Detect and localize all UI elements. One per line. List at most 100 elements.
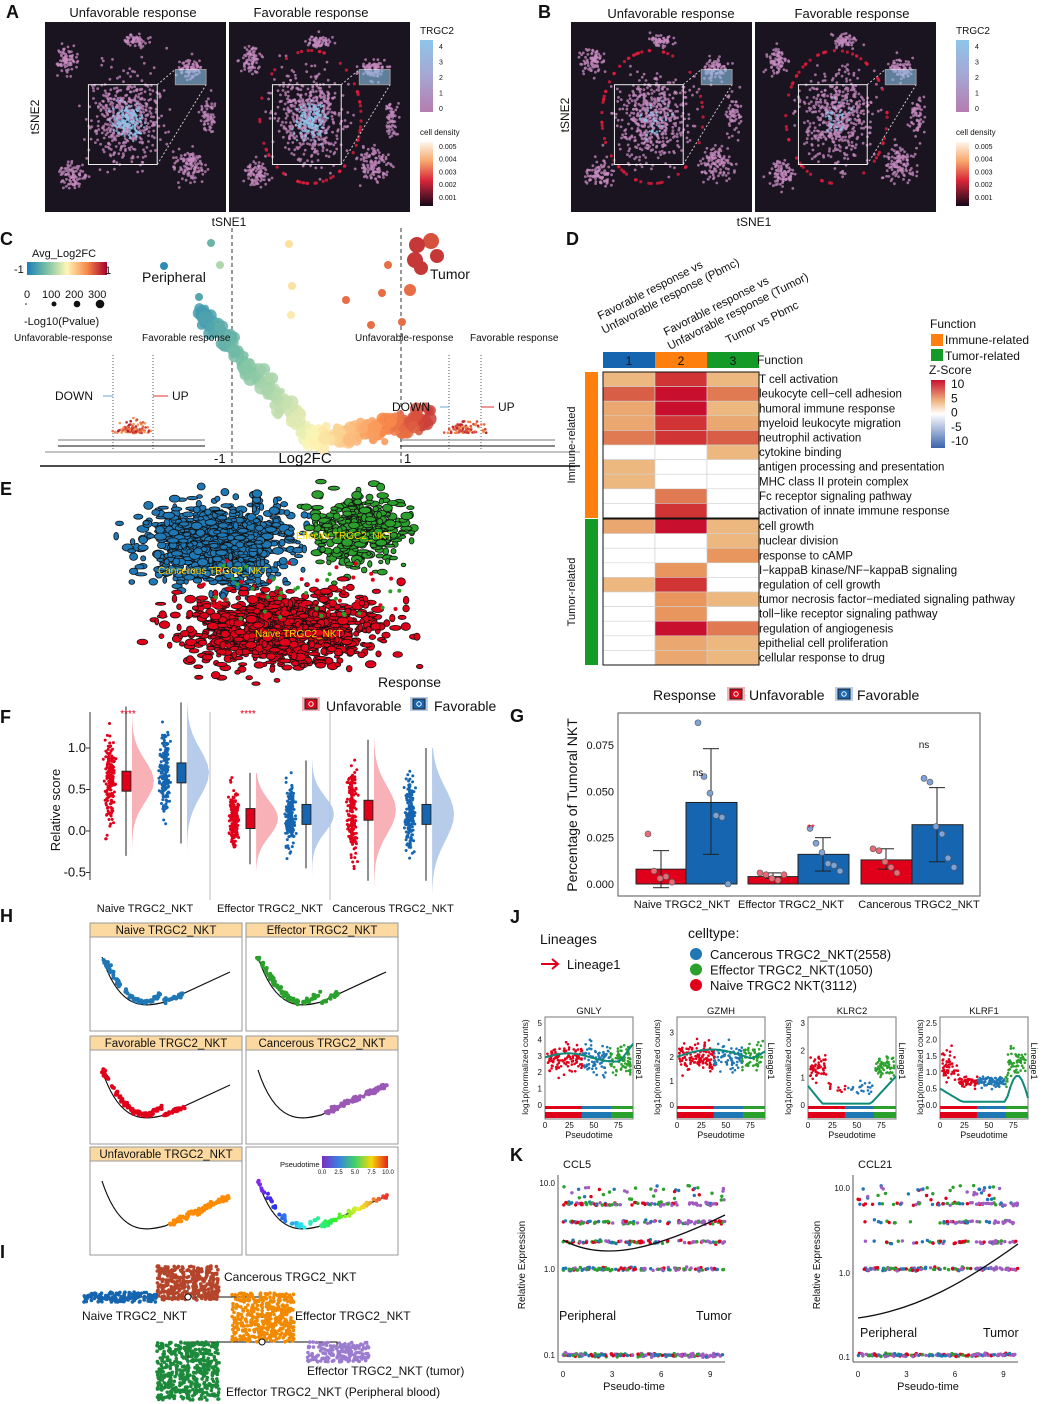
cell-point [100, 64, 103, 67]
cell-point [195, 155, 198, 158]
cell-point [117, 122, 119, 124]
cell-point [197, 167, 200, 170]
cell-point [314, 64, 317, 67]
cell-point [806, 129, 809, 132]
cell-point [309, 94, 312, 97]
cell-point [240, 70, 243, 73]
cell-point [144, 102, 147, 105]
cell-point [649, 130, 651, 132]
cell-point [129, 129, 131, 131]
cell-point [392, 166, 395, 169]
cell-point [887, 63, 890, 66]
cell-point [826, 124, 829, 127]
cell-point [251, 73, 254, 76]
cell-point [850, 134, 853, 137]
gene-point [275, 407, 282, 414]
density-legend-title: cell density [420, 128, 460, 137]
cell-point [832, 150, 835, 153]
cell-point [242, 180, 245, 183]
density-point [285, 57, 288, 60]
cell-point [852, 74, 855, 77]
cell-point [625, 112, 628, 115]
cell-point [639, 133, 642, 136]
cell-point [830, 155, 833, 158]
cell-point [139, 132, 141, 134]
cell-point [167, 131, 170, 134]
cell-point [725, 167, 728, 170]
cell-point [728, 94, 731, 97]
cell-point [172, 165, 175, 168]
cell-point [359, 184, 362, 187]
cell-point [387, 153, 390, 156]
cell-point [135, 130, 137, 132]
cell-point [286, 97, 289, 100]
cell-point [661, 119, 663, 121]
density-point [809, 173, 812, 176]
density-point [359, 110, 362, 113]
cell-point [869, 121, 872, 124]
cell-point [764, 69, 767, 72]
gene-tick: 0 [975, 106, 979, 113]
cell-point [201, 168, 204, 171]
cell-point [917, 123, 920, 126]
cell-point [208, 125, 211, 128]
cell-point [804, 102, 807, 105]
cell-point [318, 73, 321, 76]
cell-point [731, 163, 734, 166]
cell-point [113, 129, 115, 131]
cell-point [846, 102, 849, 105]
cell-point [845, 86, 848, 89]
cell-point [770, 66, 773, 69]
cell-point [923, 106, 926, 109]
cell-point [250, 54, 253, 57]
cell-point [862, 113, 865, 116]
cell-point [794, 173, 797, 176]
cell-point [902, 65, 905, 68]
density-point [851, 52, 854, 55]
cell-point [251, 168, 254, 171]
density-tick: 0.004 [439, 157, 457, 164]
cell-point [629, 73, 632, 76]
cell-point [595, 171, 598, 174]
cell-point [114, 121, 117, 124]
cell-point [101, 132, 104, 135]
cell-point [133, 120, 135, 122]
cell-point [636, 70, 639, 73]
cell-point [858, 93, 861, 96]
cell-point [715, 60, 718, 63]
cell-point [71, 68, 74, 71]
cell-point [637, 86, 640, 89]
cell-point [713, 64, 716, 67]
panel-letter-a: A [6, 2, 19, 22]
cell-point [319, 132, 321, 134]
cell-point [310, 91, 313, 94]
cell-point [366, 152, 369, 155]
cell-point [623, 104, 626, 107]
cell-point [346, 111, 349, 114]
cell-point [187, 65, 190, 68]
cell-point [203, 127, 206, 130]
cell-point [377, 149, 380, 152]
density-point [688, 71, 691, 74]
cell-point [119, 149, 122, 152]
cell-point [60, 69, 63, 72]
cell-point [194, 168, 197, 171]
cell-point [300, 131, 302, 133]
cell-point [347, 83, 350, 86]
cell-point [634, 121, 637, 124]
density-point [610, 154, 613, 157]
cell-point [109, 103, 112, 106]
cell-point [293, 133, 295, 135]
cell-point [822, 113, 825, 116]
cell-point [856, 119, 859, 122]
cell-point [687, 131, 690, 134]
cell-point [67, 172, 70, 175]
cell-point [305, 63, 308, 66]
cell-point [143, 151, 146, 154]
cell-point [303, 139, 305, 141]
cell-point [636, 115, 639, 118]
cell-point [659, 104, 662, 107]
cell-point [901, 154, 904, 157]
cell-point [317, 127, 319, 129]
cell-point [717, 160, 720, 163]
